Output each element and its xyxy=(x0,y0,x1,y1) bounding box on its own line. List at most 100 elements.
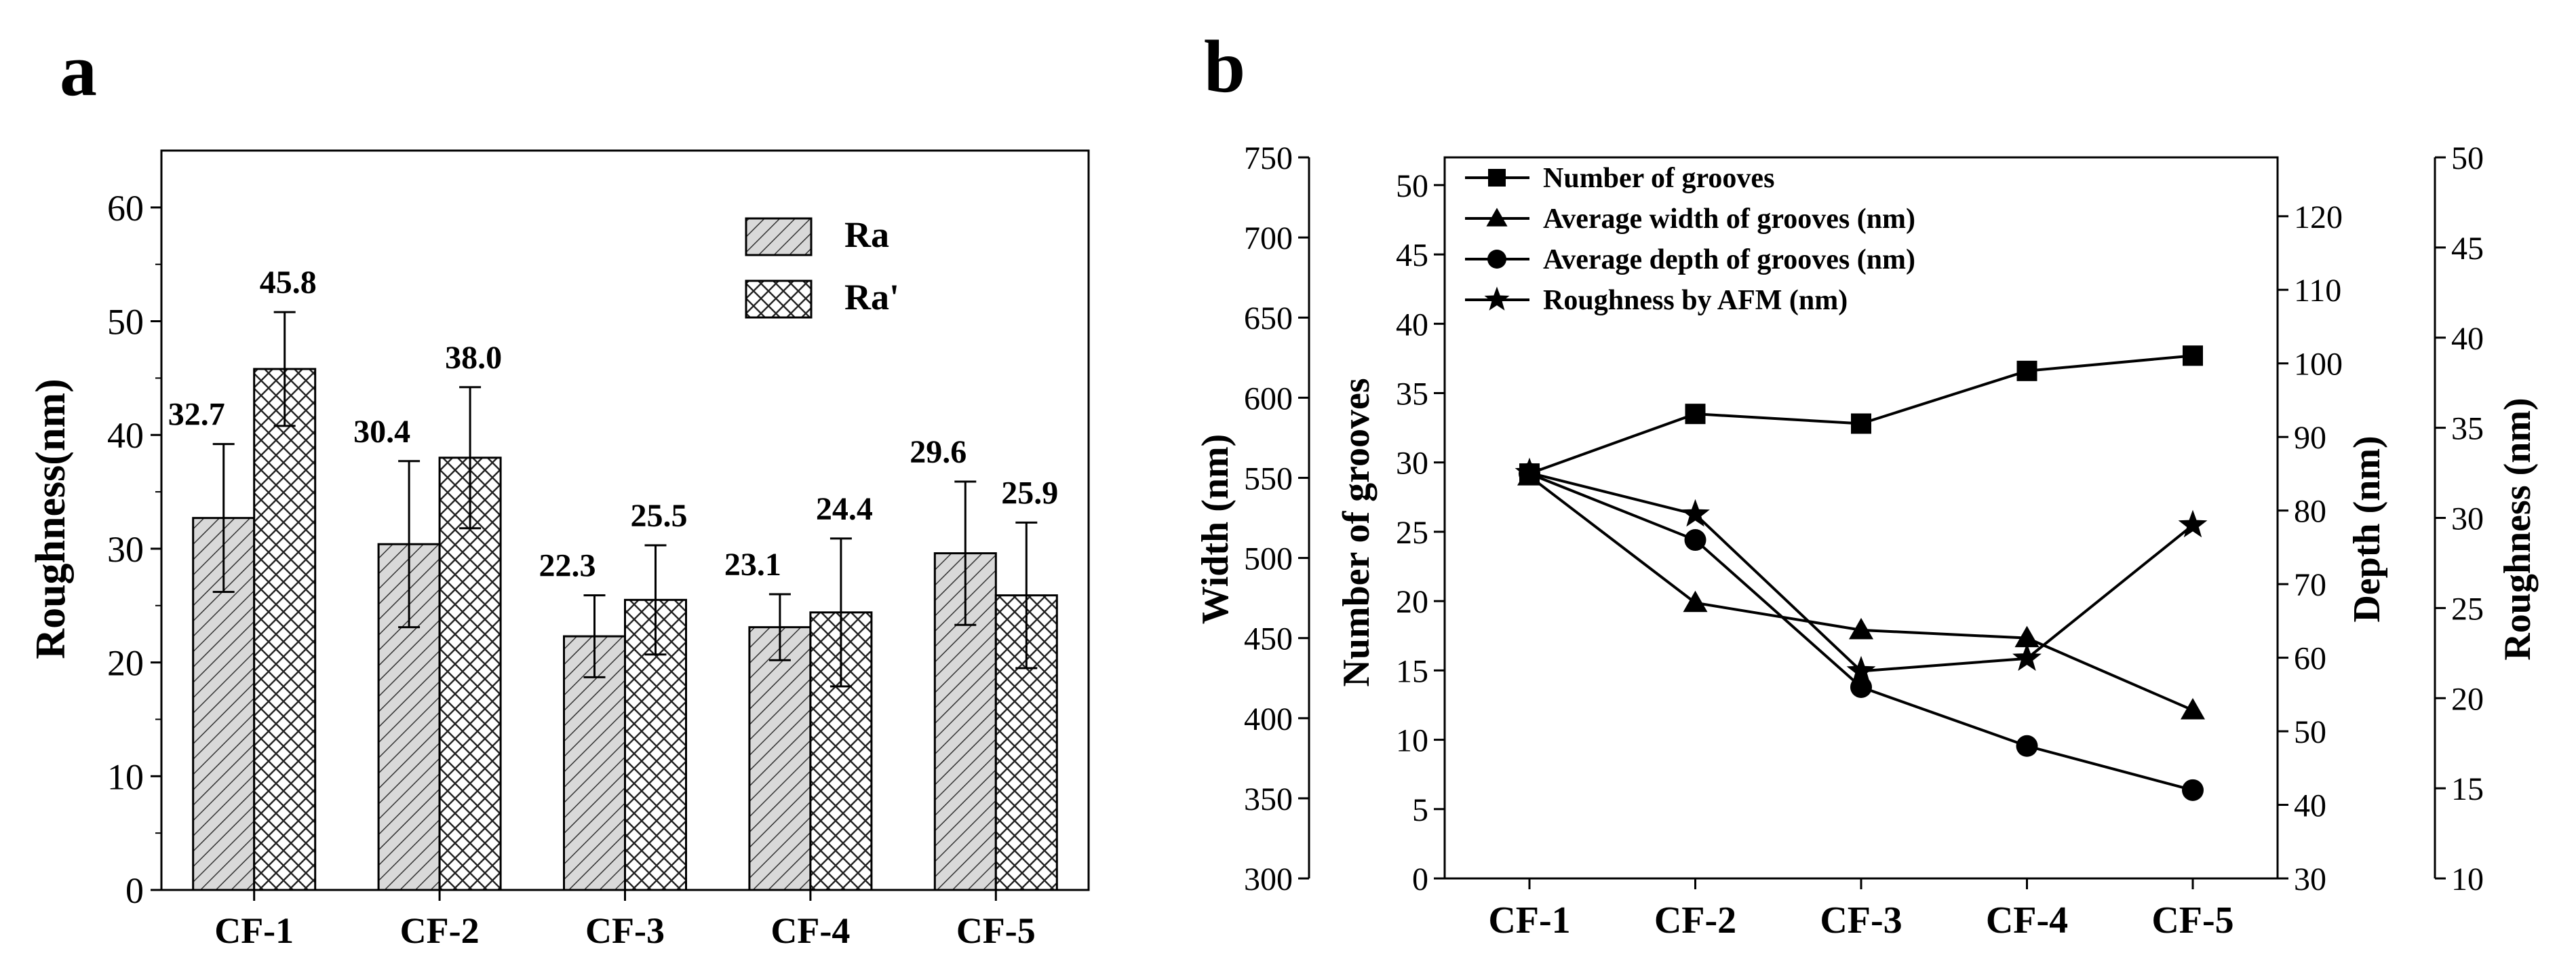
data-point-star-cf-3 xyxy=(1846,655,1876,684)
legend-label-square: Number of grooves xyxy=(1543,163,1774,194)
panel-b-roughness-tick-label: 30 xyxy=(2451,501,2484,537)
panel-b-roughness-tick-label: 40 xyxy=(2451,321,2484,357)
legend-label-ra: Ra xyxy=(844,214,889,255)
bar-data-label: 45.8 xyxy=(260,265,317,300)
legend-swatch-ra-prime xyxy=(745,279,813,319)
panel-b-width-tick-label: 400 xyxy=(1244,701,1293,737)
data-point-star-cf-4 xyxy=(2012,643,2042,671)
data-point-triangle-cf-3 xyxy=(1849,617,1873,640)
panel-b-grooves-tick-label: 15 xyxy=(1396,653,1428,689)
panel-b-x-tick-label: CF-2 xyxy=(1654,899,1736,942)
panel-b-width-tick-label: 550 xyxy=(1244,461,1293,497)
panel-b-roughness-tick-label: 25 xyxy=(2451,591,2484,627)
data-point-star-cf-2 xyxy=(1681,499,1710,527)
bar-data-label: 30.4 xyxy=(353,414,410,450)
panel-b-grooves-tick-label: 50 xyxy=(1396,168,1428,204)
bar-data-label: 25.9 xyxy=(1001,475,1058,511)
panel-b-grooves-tick-label: 10 xyxy=(1396,723,1428,759)
panel-b-width-tick-label: 300 xyxy=(1244,861,1293,897)
data-point-circle-cf-4 xyxy=(2016,735,2038,757)
panel-b-roughness-tick-label: 20 xyxy=(2451,681,2484,717)
data-point-triangle-cf-5 xyxy=(2181,697,2205,720)
panel-b-roughness-axis-label: Roughness (nm) xyxy=(2497,397,2539,660)
panel-b-depth-tick-label: 80 xyxy=(2294,494,2326,530)
bar-ra-cf-5 xyxy=(933,552,997,891)
legend-marker-square xyxy=(1488,169,1506,187)
legend-marker-circle xyxy=(1487,250,1506,269)
panel-b-grooves-tick-label: 40 xyxy=(1396,307,1428,343)
panel-b-depth-tick-label: 90 xyxy=(2294,420,2326,456)
data-point-square-cf-3 xyxy=(1851,413,1871,434)
bar-data-label: 29.6 xyxy=(910,434,967,470)
legend-label-circle: Average depth of grooves (nm) xyxy=(1543,244,1915,275)
bar-data-label: 25.5 xyxy=(631,498,688,534)
panel-b-depth-tick-label: 60 xyxy=(2294,641,2326,677)
panel-b-grooves-tick-label: 30 xyxy=(1396,446,1428,482)
panel-a-bar-chart: a 0 10 20 30 40 50 60 CF-1 32.7 45.8 CF-2 30.4 38.0 C… xyxy=(28,28,1090,951)
panel-a-x-tick-label: CF-4 xyxy=(770,910,850,951)
data-point-circle-cf-5 xyxy=(2182,779,2204,801)
panel-b-width-tick-label: 500 xyxy=(1244,541,1293,577)
panel-a-legend: Ra Ra' xyxy=(745,214,899,319)
data-point-triangle-cf-2 xyxy=(1683,590,1708,613)
panel-a-y-axis-label: Roughness(nm) xyxy=(28,379,74,659)
data-point-circle-cf-3 xyxy=(1850,676,1872,698)
panel-b-label: b xyxy=(1204,25,1245,108)
panel-b-width-tick-label: 450 xyxy=(1244,621,1293,657)
panel-b-grooves-tick-label: 35 xyxy=(1396,376,1428,412)
panel-b-roughness-tick-label: 35 xyxy=(2451,411,2484,447)
panel-a-y-tick-label: 40 xyxy=(107,415,144,456)
data-point-square-cf-4 xyxy=(2016,360,2037,381)
legend-label-ra-prime: Ra' xyxy=(844,277,899,317)
panel-a-x-tick-label: CF-5 xyxy=(956,910,1036,951)
panel-a-x-tick-label: CF-1 xyxy=(214,910,294,951)
legend-label-triangle: Average width of grooves (nm) xyxy=(1543,203,1915,235)
panel-a-y-tick-label: 50 xyxy=(107,302,144,343)
panel-b-width-axis-label: Width (nm) xyxy=(1194,434,1236,625)
data-point-star-cf-5 xyxy=(2178,509,2208,538)
data-point-circle-cf-2 xyxy=(1684,529,1706,551)
panel-a-y-tick-label: 60 xyxy=(107,188,144,229)
panel-b-roughness-tick-label: 50 xyxy=(2451,140,2484,176)
panel-a-y-tick-label: 30 xyxy=(107,529,144,570)
panel-b-grooves-tick-label: 25 xyxy=(1396,515,1428,551)
panel-b-depth-tick-label: 50 xyxy=(2294,714,2326,750)
panel-a-x-tick-label: CF-2 xyxy=(400,910,480,951)
panel-b-x-tick-label: CF-3 xyxy=(1820,899,1902,942)
data-point-square-cf-5 xyxy=(2183,345,2203,366)
panel-b-plot-area: 0 5 10 15 20 25 30 35 40 45 50 300 350 400 450 500 550 60… xyxy=(1244,140,2484,942)
bar-data-label: 23.1 xyxy=(724,547,781,583)
panel-b-depth-tick-label: 120 xyxy=(2294,199,2343,235)
panel-b-width-tick-label: 350 xyxy=(1244,781,1293,817)
panel-b-depth-tick-label: 40 xyxy=(2294,788,2326,824)
panel-b-roughness-tick-label: 10 xyxy=(2451,861,2484,897)
panel-b-grooves-tick-label: 20 xyxy=(1396,584,1428,620)
panel-b-depth-axis-label: Depth (nm) xyxy=(2346,435,2388,622)
bar-data-label: 32.7 xyxy=(168,397,225,433)
panel-b-grooves-tick-label: 5 xyxy=(1412,792,1428,828)
panel-b-grooves-axis-label: Number of grooves xyxy=(1335,378,1378,686)
panel-b-width-tick-label: 600 xyxy=(1244,381,1293,416)
panel-b-x-tick-label: CF-5 xyxy=(2151,899,2233,942)
panel-b-grooves-tick-label: 45 xyxy=(1396,237,1428,273)
legend-marker-triangle xyxy=(1486,208,1508,227)
legend-swatch-ra xyxy=(745,217,813,256)
data-point-star-cf-1 xyxy=(1515,457,1544,486)
data-point-triangle-cf-4 xyxy=(2014,625,2040,648)
panel-a-x-tick-label: CF-3 xyxy=(585,910,665,951)
panel-b-depth-tick-label: 70 xyxy=(2294,567,2326,603)
panel-b-legend: Number of grooves Average width of groove… xyxy=(1465,163,1915,316)
panel-a-plot-area: 0 10 20 30 40 50 60 CF-1 32.7 45.8 CF-2 30.4 38.0 CF-… xyxy=(107,149,1090,951)
bar-ra-cf-4 xyxy=(748,626,812,891)
panel-b-width-tick-label: 700 xyxy=(1244,220,1293,256)
panel-b-roughness-tick-label: 15 xyxy=(2451,771,2484,807)
panel-b-width-tick-label: 650 xyxy=(1244,300,1293,336)
panel-a-label: a xyxy=(60,28,97,111)
panel-b-x-tick-label: CF-1 xyxy=(1488,899,1570,942)
bar-data-label: 22.3 xyxy=(539,548,596,584)
bar-rap-cf-1 xyxy=(253,368,317,891)
panel-a-y-tick-label: 0 xyxy=(125,870,144,911)
panel-b-roughness-tick-label: 45 xyxy=(2451,231,2484,267)
bar-data-label: 24.4 xyxy=(816,491,873,527)
